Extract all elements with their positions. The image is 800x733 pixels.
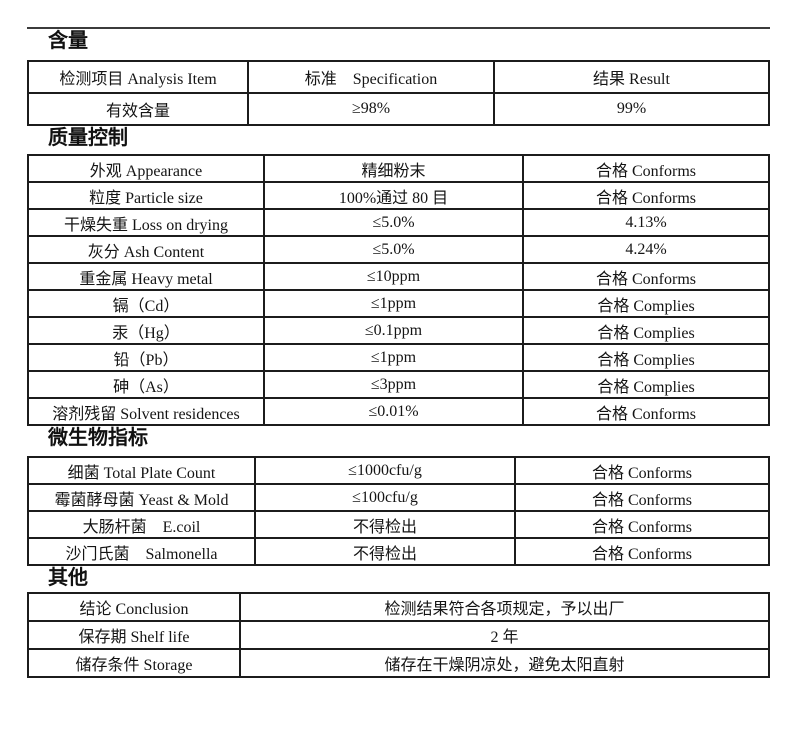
- spec-cell: ≥98%: [247, 92, 495, 126]
- item-cell: 保存期 Shelf life: [27, 620, 241, 650]
- table-row: 沙门氏菌 Salmonella 不得检出 合格 Conforms: [27, 537, 770, 566]
- item-cell: 细菌 Total Plate Count: [27, 456, 256, 485]
- value-cell: 储存在干燥阴凉处，避免太阳直射: [239, 648, 770, 678]
- table-row: 细菌 Total Plate Count ≤1000cfu/g 合格 Confo…: [27, 456, 770, 485]
- quality-control-table: 外观 Appearance 精细粉末 合格 Conforms 粒度 Partic…: [27, 154, 770, 426]
- value-cell: 2 年: [239, 620, 770, 650]
- item-cell: 储存条件 Storage: [27, 648, 241, 678]
- table-row: 铅（Pb） ≤1ppm 合格 Complies: [27, 343, 770, 372]
- spec-cell: 不得检出: [254, 537, 516, 566]
- table-header-row: 检测项目 Analysis Item 标准 Specification 结果 R…: [27, 60, 770, 94]
- result-cell: 合格 Conforms: [514, 483, 770, 512]
- result-cell: 合格 Complies: [522, 343, 770, 372]
- item-cell: 干燥失重 Loss on drying: [27, 208, 265, 237]
- section-heading-other: 其他: [48, 567, 88, 589]
- result-cell: 4.13%: [522, 208, 770, 237]
- result-cell: 合格 Complies: [522, 316, 770, 345]
- table-row: 重金属 Heavy metal ≤10ppm 合格 Conforms: [27, 262, 770, 291]
- table-row: 结论 Conclusion 检测结果符合各项规定，予以出厂: [27, 592, 770, 622]
- result-cell: 合格 Conforms: [522, 262, 770, 291]
- spec-cell: ≤0.1ppm: [263, 316, 524, 345]
- item-cell: 灰分 Ash Content: [27, 235, 265, 264]
- spec-cell: ≤1ppm: [263, 343, 524, 372]
- table-row: 汞（Hg） ≤0.1ppm 合格 Complies: [27, 316, 770, 345]
- spec-cell: ≤5.0%: [263, 235, 524, 264]
- item-cell: 铅（Pb）: [27, 343, 265, 372]
- table-row: 保存期 Shelf life 2 年: [27, 620, 770, 650]
- item-cell: 重金属 Heavy metal: [27, 262, 265, 291]
- table-row: 霉菌酵母菌 Yeast & Mold ≤100cfu/g 合格 Conforms: [27, 483, 770, 512]
- item-cell: 镉（Cd）: [27, 289, 265, 318]
- table-row: 有效含量 ≥98% 99%: [27, 92, 770, 126]
- table-row: 砷（As） ≤3ppm 合格 Complies: [27, 370, 770, 399]
- table-row: 外观 Appearance 精细粉末 合格 Conforms: [27, 154, 770, 183]
- spec-cell: ≤1ppm: [263, 289, 524, 318]
- item-cell: 粒度 Particle size: [27, 181, 265, 210]
- spec-cell: ≤100cfu/g: [254, 483, 516, 512]
- item-cell: 溶剂残留 Solvent residences: [27, 397, 265, 426]
- section-heading-microbiological: 微生物指标: [48, 427, 148, 449]
- microbiological-table: 细菌 Total Plate Count ≤1000cfu/g 合格 Confo…: [27, 456, 770, 566]
- result-cell: 合格 Conforms: [522, 154, 770, 183]
- analysis-item-header-cell: 检测项目 Analysis Item: [27, 60, 249, 94]
- item-cell: 霉菌酵母菌 Yeast & Mold: [27, 483, 256, 512]
- result-cell: 4.24%: [522, 235, 770, 264]
- section-heading-quality-control: 质量控制: [48, 127, 128, 149]
- spec-cell: ≤5.0%: [263, 208, 524, 237]
- item-cell: 砷（As）: [27, 370, 265, 399]
- result-cell: 合格 Complies: [522, 370, 770, 399]
- table-row: 粒度 Particle size 100%通过 80 目 合格 Conforms: [27, 181, 770, 210]
- spec-cell: ≤1000cfu/g: [254, 456, 516, 485]
- specification-header-cell: 标准 Specification: [247, 60, 495, 94]
- item-cell: 大肠杆菌 E.coil: [27, 510, 256, 539]
- spec-cell: 不得检出: [254, 510, 516, 539]
- spec-cell: ≤0.01%: [263, 397, 524, 426]
- result-cell: 合格 Conforms: [514, 456, 770, 485]
- item-cell: 有效含量: [27, 92, 249, 126]
- spec-cell: 精细粉末: [263, 154, 524, 183]
- item-cell: 外观 Appearance: [27, 154, 265, 183]
- result-cell: 合格 Conforms: [522, 181, 770, 210]
- value-cell: 检测结果符合各项规定，予以出厂: [239, 592, 770, 622]
- result-cell: 合格 Conforms: [514, 510, 770, 539]
- section-heading-content: 含量: [48, 30, 88, 52]
- spec-cell: 100%通过 80 目: [263, 181, 524, 210]
- result-cell: 99%: [493, 92, 770, 126]
- item-cell: 汞（Hg）: [27, 316, 265, 345]
- table-row: 灰分 Ash Content ≤5.0% 4.24%: [27, 235, 770, 264]
- result-cell: 合格 Conforms: [522, 397, 770, 426]
- spec-cell: ≤3ppm: [263, 370, 524, 399]
- spec-cell: ≤10ppm: [263, 262, 524, 291]
- top-divider-rule: [27, 27, 770, 29]
- result-cell: 合格 Complies: [522, 289, 770, 318]
- other-table: 结论 Conclusion 检测结果符合各项规定，予以出厂 保存期 Shelf …: [27, 592, 770, 678]
- table-row: 储存条件 Storage 储存在干燥阴凉处，避免太阳直射: [27, 648, 770, 678]
- table-row: 溶剂残留 Solvent residences ≤0.01% 合格 Confor…: [27, 397, 770, 426]
- table-row: 大肠杆菌 E.coil 不得检出 合格 Conforms: [27, 510, 770, 539]
- item-cell: 结论 Conclusion: [27, 592, 241, 622]
- table-row: 干燥失重 Loss on drying ≤5.0% 4.13%: [27, 208, 770, 237]
- item-cell: 沙门氏菌 Salmonella: [27, 537, 256, 566]
- table-row: 镉（Cd） ≤1ppm 合格 Complies: [27, 289, 770, 318]
- result-header-cell: 结果 Result: [493, 60, 770, 94]
- content-table: 检测项目 Analysis Item 标准 Specification 结果 R…: [27, 60, 770, 126]
- result-cell: 合格 Conforms: [514, 537, 770, 566]
